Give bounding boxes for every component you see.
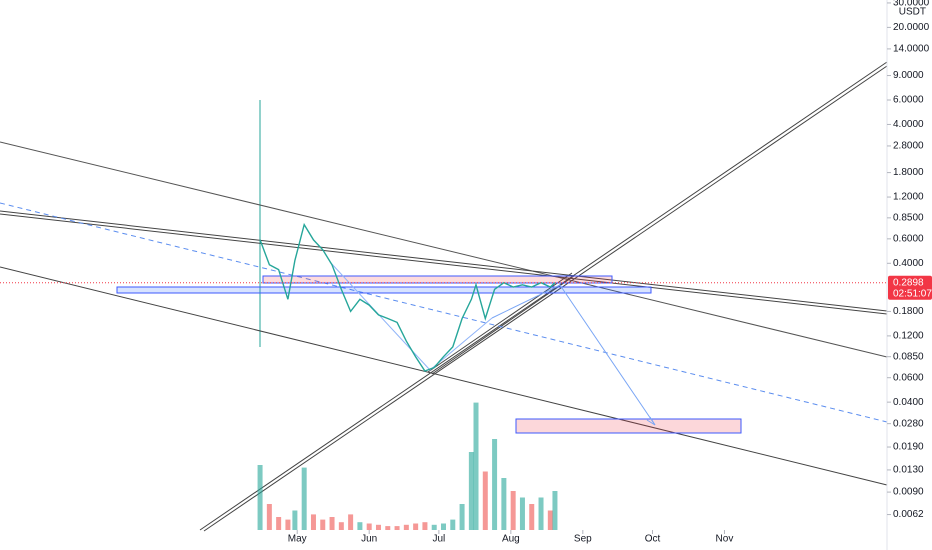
trend-line (0, 266, 888, 486)
trend-line (427, 272, 573, 373)
x-tick-label: Oct (645, 534, 661, 545)
volume-bar (292, 510, 298, 530)
x-tick-label: May (288, 534, 307, 545)
y-tick-label: 0.0190 (893, 442, 924, 453)
y-tick-label: 0.6000 (893, 233, 924, 244)
last-price-label: 0.2898 (893, 277, 924, 288)
y-tick-label: 0.0062 (893, 509, 924, 520)
volume-bar (348, 514, 354, 530)
volume-bar (468, 452, 474, 530)
y-tick-label: 0.1800 (893, 306, 924, 317)
volume-bar (394, 526, 400, 530)
volume-bar (320, 519, 326, 530)
y-tick-label: 0.4000 (893, 258, 924, 269)
y-tick-label: 0.0280 (893, 418, 924, 429)
volume-bar (301, 467, 307, 530)
volume-bar (519, 497, 525, 530)
arrow-path (491, 284, 656, 426)
volume-bar (552, 491, 558, 530)
x-tick-label: Jul (432, 534, 445, 545)
currency-label: USDT (899, 7, 926, 18)
trend-line (431, 275, 575, 375)
volume-bar (285, 519, 291, 530)
trend-line (199, 61, 888, 531)
volume-bar (459, 504, 465, 530)
volume-bar (547, 510, 553, 530)
x-tick-label: Sep (574, 534, 592, 545)
volume-bar (538, 497, 544, 530)
volume-bar (450, 519, 456, 530)
y-tick-label: 0.8500 (893, 212, 924, 223)
volume-bar (422, 522, 428, 530)
y-tick-label: 20.0000 (893, 22, 930, 33)
y-tick-label: 0.0090 (893, 487, 924, 498)
volume-bar (413, 523, 419, 530)
price-line (259, 222, 556, 372)
trend-line (0, 210, 888, 312)
y-tick-label: 0.0130 (893, 465, 924, 476)
arrow-path (329, 261, 493, 371)
y-tick-label: 14.0000 (893, 44, 930, 55)
y-tick-label: 0.0600 (893, 372, 924, 383)
volume-bar (482, 471, 488, 530)
x-tick-label: Aug (502, 534, 520, 545)
y-tick-label: 30.0000 (893, 0, 930, 9)
y-tick-label: 6.0000 (893, 95, 924, 106)
volume-bar (310, 514, 316, 530)
y-tick-label: 0.0400 (893, 397, 924, 408)
zone-rect (262, 275, 613, 284)
arrow-head (646, 416, 656, 426)
countdown-label: 02:51:07 (893, 288, 932, 299)
y-tick-label: 0.1200 (893, 331, 924, 342)
volume-bar (266, 504, 272, 530)
volume-bar (403, 524, 409, 530)
volume-bar (276, 517, 282, 530)
volume-bar (431, 524, 437, 530)
volume-bar (385, 526, 391, 530)
volume-bar (366, 523, 372, 530)
y-tick-label: 1.2000 (893, 192, 924, 203)
last-price-box (888, 275, 932, 300)
drawings (0, 61, 888, 532)
y-tick-label: 9.0000 (893, 70, 924, 81)
volume-bar (473, 402, 479, 530)
volume-bar (441, 523, 446, 530)
volume-bar (529, 504, 535, 530)
trend-line (0, 213, 888, 315)
zone-rect (116, 286, 652, 294)
trend-line (203, 65, 888, 532)
volume-bar (501, 478, 507, 530)
volume-bar (492, 439, 498, 530)
x-tick-label: Jun (361, 534, 377, 545)
y-tick-label: 1.8000 (893, 167, 924, 178)
volume-bar (510, 491, 516, 530)
y-tick-label: 0.0850 (893, 351, 924, 362)
y-tick-label: 4.0000 (893, 119, 924, 130)
trend-line (0, 141, 888, 358)
volume-bar (329, 517, 335, 530)
volume-bar (257, 465, 263, 530)
volume-bar (357, 522, 363, 530)
target-rect (515, 418, 742, 434)
volume-bar (375, 524, 381, 530)
volume-bar (338, 522, 344, 530)
y-tick-label: 2.8000 (893, 141, 924, 152)
x-tick-label: Nov (716, 534, 734, 545)
